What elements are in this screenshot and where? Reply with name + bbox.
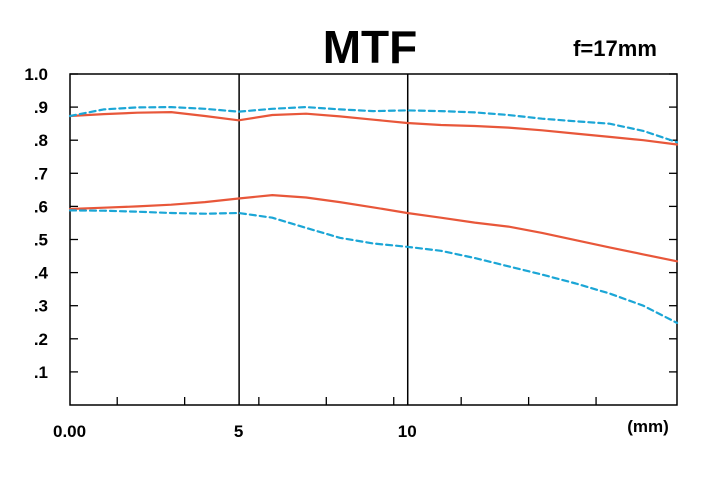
y-tick-label: .4 xyxy=(34,264,49,283)
series-lines xyxy=(68,106,679,324)
dashed-mtf-line xyxy=(68,209,679,324)
y-tick-labels: 1.0 .9 .8 .7 .6 .5 .4 .3 .2 .1 xyxy=(24,65,48,382)
plot-frame xyxy=(69,73,678,406)
y-tick-label: .6 xyxy=(34,197,48,216)
dashed-mtf-line xyxy=(68,106,679,144)
y-tick-label: .7 xyxy=(34,164,48,183)
x-tick-label: 5 xyxy=(234,422,243,441)
x-tick-label: 0.00 xyxy=(53,422,86,441)
y-tick-label: .5 xyxy=(34,231,48,250)
solid-mtf-line xyxy=(68,111,679,146)
y-tick-label: .9 xyxy=(34,98,48,117)
y-tick-label: .8 xyxy=(34,131,48,150)
plot-border xyxy=(69,73,678,406)
solid-mtf-line xyxy=(68,194,679,263)
chart-subtitle: f=17mm xyxy=(573,36,657,61)
x-tick-label: 10 xyxy=(398,422,417,441)
y-tick-label: .3 xyxy=(34,297,48,316)
y-tick-label: .1 xyxy=(34,363,48,382)
y-tick-label: .2 xyxy=(34,330,48,349)
chart-title: MTF xyxy=(323,21,418,73)
x-axis-unit: (mm) xyxy=(627,417,669,436)
y-tick-label: 1.0 xyxy=(24,65,48,84)
x-tick-labels: 0.00 5 10 xyxy=(53,422,417,441)
